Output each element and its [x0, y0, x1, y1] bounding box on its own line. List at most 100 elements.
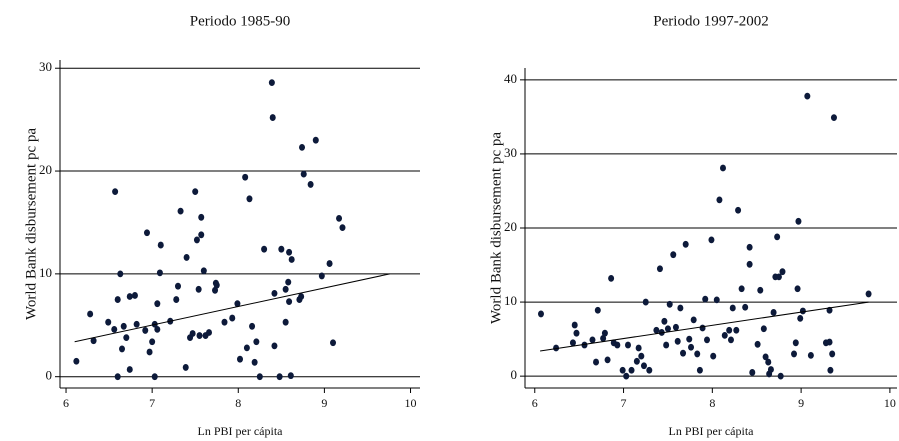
- chart-title: Periodo 1985-90: [190, 13, 290, 29]
- point: [271, 342, 278, 350]
- x-tick-label: 9: [798, 396, 804, 410]
- point: [670, 251, 677, 259]
- point: [123, 334, 130, 342]
- fit-line: [74, 273, 390, 343]
- point: [733, 326, 740, 334]
- point: [90, 337, 97, 345]
- point: [571, 321, 578, 329]
- y-tick-label: 0: [46, 368, 53, 383]
- point: [198, 231, 205, 239]
- point: [276, 373, 283, 381]
- y-tick-label: 10: [39, 265, 52, 280]
- x-axis-label: Ln PBI per cápita: [669, 424, 755, 438]
- point: [198, 213, 205, 221]
- y-tick-label: 20: [504, 219, 517, 234]
- point: [830, 114, 837, 122]
- point: [318, 272, 325, 280]
- point: [154, 325, 161, 333]
- point: [777, 372, 784, 380]
- point: [826, 338, 833, 346]
- point: [221, 318, 228, 326]
- point: [623, 372, 630, 380]
- point: [624, 341, 631, 349]
- point: [288, 256, 295, 263]
- point: [286, 298, 293, 306]
- point: [688, 343, 695, 351]
- point: [157, 241, 164, 249]
- point: [727, 336, 734, 344]
- y-axis-label: World Bank disbursement pc pa: [488, 132, 504, 324]
- point: [804, 92, 811, 100]
- point: [672, 323, 679, 331]
- point: [640, 362, 647, 370]
- point: [149, 338, 156, 346]
- point: [694, 350, 701, 358]
- point: [200, 267, 207, 275]
- point: [661, 317, 668, 325]
- point: [614, 341, 621, 349]
- point: [762, 353, 769, 361]
- point: [336, 214, 343, 222]
- point: [865, 290, 872, 298]
- point: [183, 254, 190, 261]
- point: [242, 173, 249, 181]
- point: [234, 300, 241, 308]
- point: [593, 358, 600, 366]
- point: [229, 314, 236, 322]
- point: [757, 286, 764, 294]
- point: [601, 329, 608, 337]
- point: [738, 285, 745, 293]
- point: [569, 339, 576, 347]
- point: [278, 245, 285, 253]
- point: [300, 170, 307, 178]
- point: [173, 296, 180, 303]
- point: [677, 304, 684, 312]
- point: [765, 358, 772, 366]
- point: [719, 164, 726, 172]
- point: [282, 318, 289, 326]
- point: [196, 332, 203, 339]
- y-tick-label: 20: [39, 162, 52, 177]
- point: [256, 373, 263, 381]
- point: [653, 326, 660, 334]
- point: [686, 335, 693, 343]
- x-tick-label: 10: [405, 396, 417, 410]
- point: [285, 278, 292, 286]
- point: [111, 325, 118, 333]
- point: [126, 366, 133, 373]
- point: [249, 322, 256, 330]
- point: [339, 224, 346, 231]
- point: [735, 206, 742, 214]
- point: [142, 327, 149, 334]
- point: [702, 295, 709, 303]
- point: [792, 339, 799, 347]
- y-tick-label: 40: [504, 71, 517, 86]
- point: [608, 274, 615, 282]
- point: [827, 366, 834, 374]
- point: [638, 352, 645, 360]
- point: [213, 281, 220, 289]
- point: [143, 229, 150, 237]
- y-tick-label: 10: [504, 293, 517, 308]
- point: [193, 236, 200, 244]
- point: [656, 265, 663, 273]
- point: [299, 143, 306, 151]
- point: [205, 329, 212, 336]
- point: [680, 349, 687, 357]
- point: [114, 296, 121, 303]
- point: [151, 373, 158, 381]
- point: [682, 240, 689, 248]
- point: [716, 196, 723, 204]
- point: [87, 310, 94, 318]
- point: [177, 207, 184, 215]
- point: [642, 298, 649, 306]
- point: [105, 318, 112, 326]
- point: [721, 332, 728, 339]
- point: [174, 282, 181, 290]
- point: [791, 350, 798, 358]
- point: [799, 307, 806, 315]
- point: [746, 260, 753, 268]
- point: [537, 310, 544, 318]
- y-tick-label: 30: [504, 145, 517, 160]
- point: [794, 285, 801, 293]
